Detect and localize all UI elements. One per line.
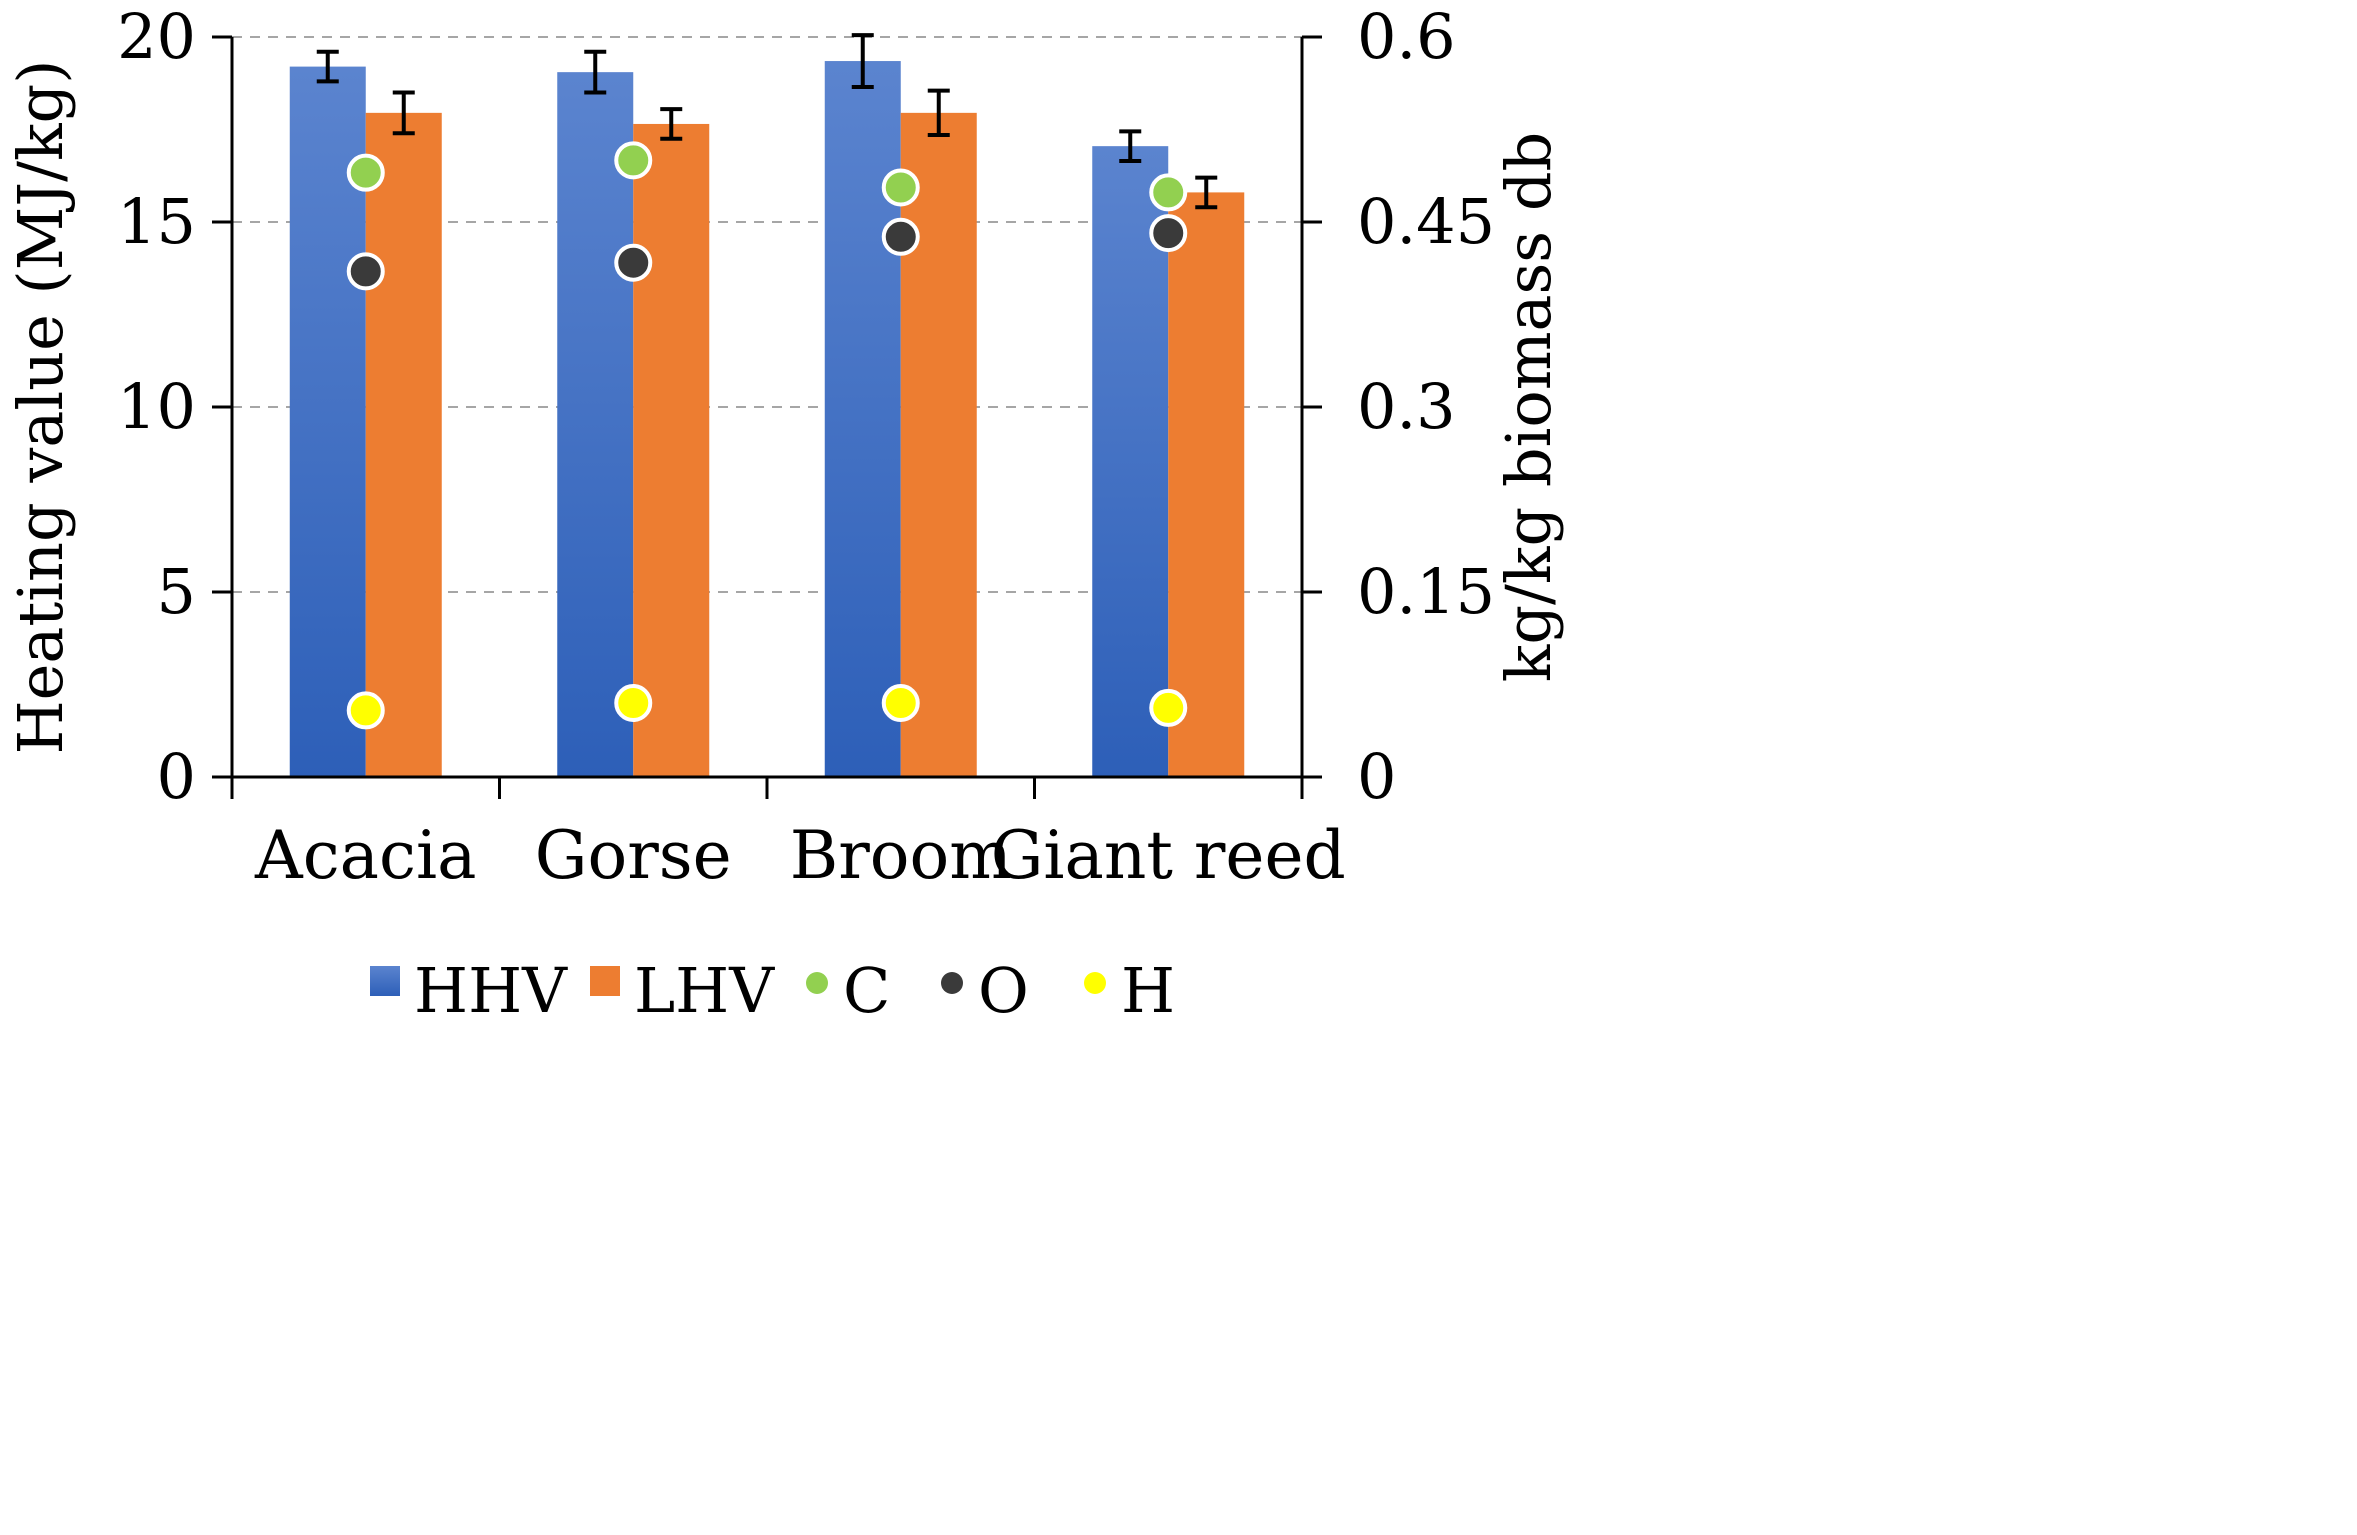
point-h-0 (346, 691, 385, 730)
errorbar-lhv-0 (392, 90, 415, 136)
errorbar-hhv-2 (851, 33, 874, 89)
legend[interactable]: HHV LHV C O H (370, 954, 1175, 1027)
bar-lhv-3 (1168, 192, 1245, 777)
y-right-tick-label-4: 0.6 (1357, 0, 1456, 73)
legend-item-o[interactable]: O (941, 954, 1029, 1027)
bar-lhv-0 (365, 112, 442, 778)
y-right-axis-title: kg/kg biomass db (1492, 132, 1565, 682)
y-left-tick-label-2: 10 (117, 370, 196, 443)
legend-item-c[interactable]: C (806, 954, 890, 1027)
point-c-3 (1149, 173, 1188, 212)
bar-hhv-2 (824, 61, 901, 778)
point-o-1 (614, 243, 653, 282)
y-left-tick-label-4: 20 (117, 0, 196, 73)
bar-hhv-3 (1092, 146, 1169, 777)
bar-lhv-2 (900, 112, 977, 778)
bar-lhv-1 (633, 123, 710, 777)
legend-label-h: H (1121, 954, 1175, 1027)
legend-item-lhv[interactable]: LHV (590, 954, 775, 1027)
point-c-0 (346, 153, 385, 192)
legend-marker-o (941, 972, 963, 994)
point-c-2 (881, 168, 920, 207)
point-h-1 (614, 684, 653, 722)
legend-swatch-lhv (590, 966, 620, 996)
y-right-tick-label-0: 0 (1357, 740, 1396, 813)
y-right-tick-label-2: 0.3 (1357, 370, 1456, 443)
y-right-tick-label-1: 0.15 (1357, 555, 1495, 628)
category-label-0: Acacia (254, 817, 476, 894)
errorbar-lhv-1 (660, 107, 683, 141)
element-points (346, 141, 1188, 730)
legend-label-o: O (978, 954, 1029, 1027)
point-o-3 (1149, 214, 1188, 253)
point-o-2 (881, 217, 920, 256)
legend-item-h[interactable]: H (1084, 954, 1175, 1027)
point-c-1 (614, 141, 653, 180)
errorbar-lhv-3 (1195, 175, 1218, 210)
bars (289, 61, 1245, 778)
category-label-1: Gorse (535, 817, 732, 894)
errorbar-lhv-2 (927, 88, 950, 138)
legend-marker-h (1084, 972, 1106, 994)
axes: 0 5 10 15 20 0 0.15 0.3 0.45 0.6 Acacia Gorse BroomG… (4, 0, 1565, 894)
legend-swatch-hhv (370, 966, 400, 996)
legend-item-hhv[interactable]: HHV (370, 954, 568, 1027)
legend-marker-c (806, 972, 828, 994)
legend-label-c: C (843, 954, 890, 1027)
error-bars (316, 33, 1218, 210)
y-right-tick-label-3: 0.45 (1357, 185, 1495, 258)
y-left-tick-label-3: 15 (117, 185, 196, 258)
y-left-tick-label-0: 0 (157, 740, 196, 813)
bar-hhv-1 (557, 72, 634, 777)
y-left-tick-label-1: 5 (157, 555, 196, 628)
point-h-2 (881, 684, 920, 722)
errorbar-hhv-0 (316, 49, 339, 84)
errorbar-hhv-1 (584, 49, 607, 95)
errorbar-hhv-3 (1119, 129, 1142, 163)
y-left-axis-title: Heating value (MJ/kg) (4, 60, 77, 755)
point-o-0 (346, 252, 385, 291)
point-h-3 (1149, 688, 1188, 727)
category-label-3: Giant reed (991, 817, 1346, 894)
category-label-2: Broom (790, 817, 1012, 894)
legend-label-lhv: LHV (634, 954, 775, 1027)
legend-label-hhv: HHV (414, 954, 568, 1027)
